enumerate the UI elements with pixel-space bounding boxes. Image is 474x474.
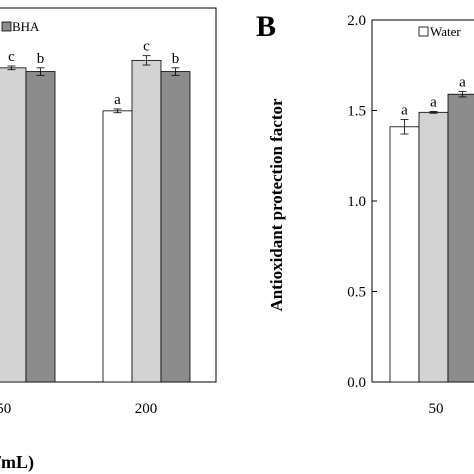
panel-b-label: B: [256, 10, 276, 43]
panel-a-x-axis-label: /mL): [0, 452, 34, 473]
legend-label-water: Water: [430, 24, 461, 39]
x-tick-label: 150: [0, 401, 11, 417]
y-tick-label: 1.0: [347, 194, 366, 210]
panel-b-bars: a a a: [389, 74, 474, 383]
bar: [131, 59, 162, 383]
panel-b-y-axis-ticks: 0.0 0.5 1.0 1.5 2.0: [347, 13, 377, 391]
panel-b-x-tick-labels: 50: [429, 401, 444, 417]
significance-label: a: [459, 74, 466, 90]
significance-label: a: [430, 94, 437, 110]
significance-label: c: [8, 49, 15, 65]
bar: [447, 93, 474, 383]
panel-b-legend: Water: [418, 24, 461, 39]
significance-label: b: [37, 51, 45, 67]
bar: [102, 110, 133, 383]
significance-label: a: [114, 92, 121, 108]
y-tick-label: 0.0: [347, 375, 366, 391]
panel-a-bars: c b a c b: [0, 39, 191, 383]
panel-a-legend: BHA: [1, 19, 40, 34]
significance-label: a: [401, 103, 408, 119]
y-tick-label: 0.5: [347, 285, 366, 301]
panel-b-y-axis-label: Antioxidant protection factor: [267, 98, 286, 312]
bar: [0, 67, 27, 383]
y-tick-label: 2.0: [347, 13, 366, 29]
panel-b: B Antioxidant protection factor 0.0 0.5 1.…: [256, 10, 474, 417]
bar: [418, 111, 449, 383]
bar: [25, 71, 56, 383]
legend-swatch-bha: [1, 21, 12, 32]
significance-label: c: [143, 39, 150, 55]
panel-a-plot-frame: [0, 7, 217, 383]
panel-a: BHA c b a c b 150 200 /mL): [0, 7, 217, 473]
x-tick-label: 50: [429, 401, 444, 417]
legend-label-bha: BHA: [12, 19, 40, 34]
significance-label: b: [172, 51, 180, 67]
bar: [389, 126, 420, 383]
legend-swatch-water: [418, 26, 429, 37]
panel-a-x-tick-labels: 150 200: [0, 401, 157, 417]
x-tick-label: 200: [135, 401, 158, 417]
bar: [160, 71, 191, 383]
y-tick-label: 1.5: [347, 104, 366, 120]
